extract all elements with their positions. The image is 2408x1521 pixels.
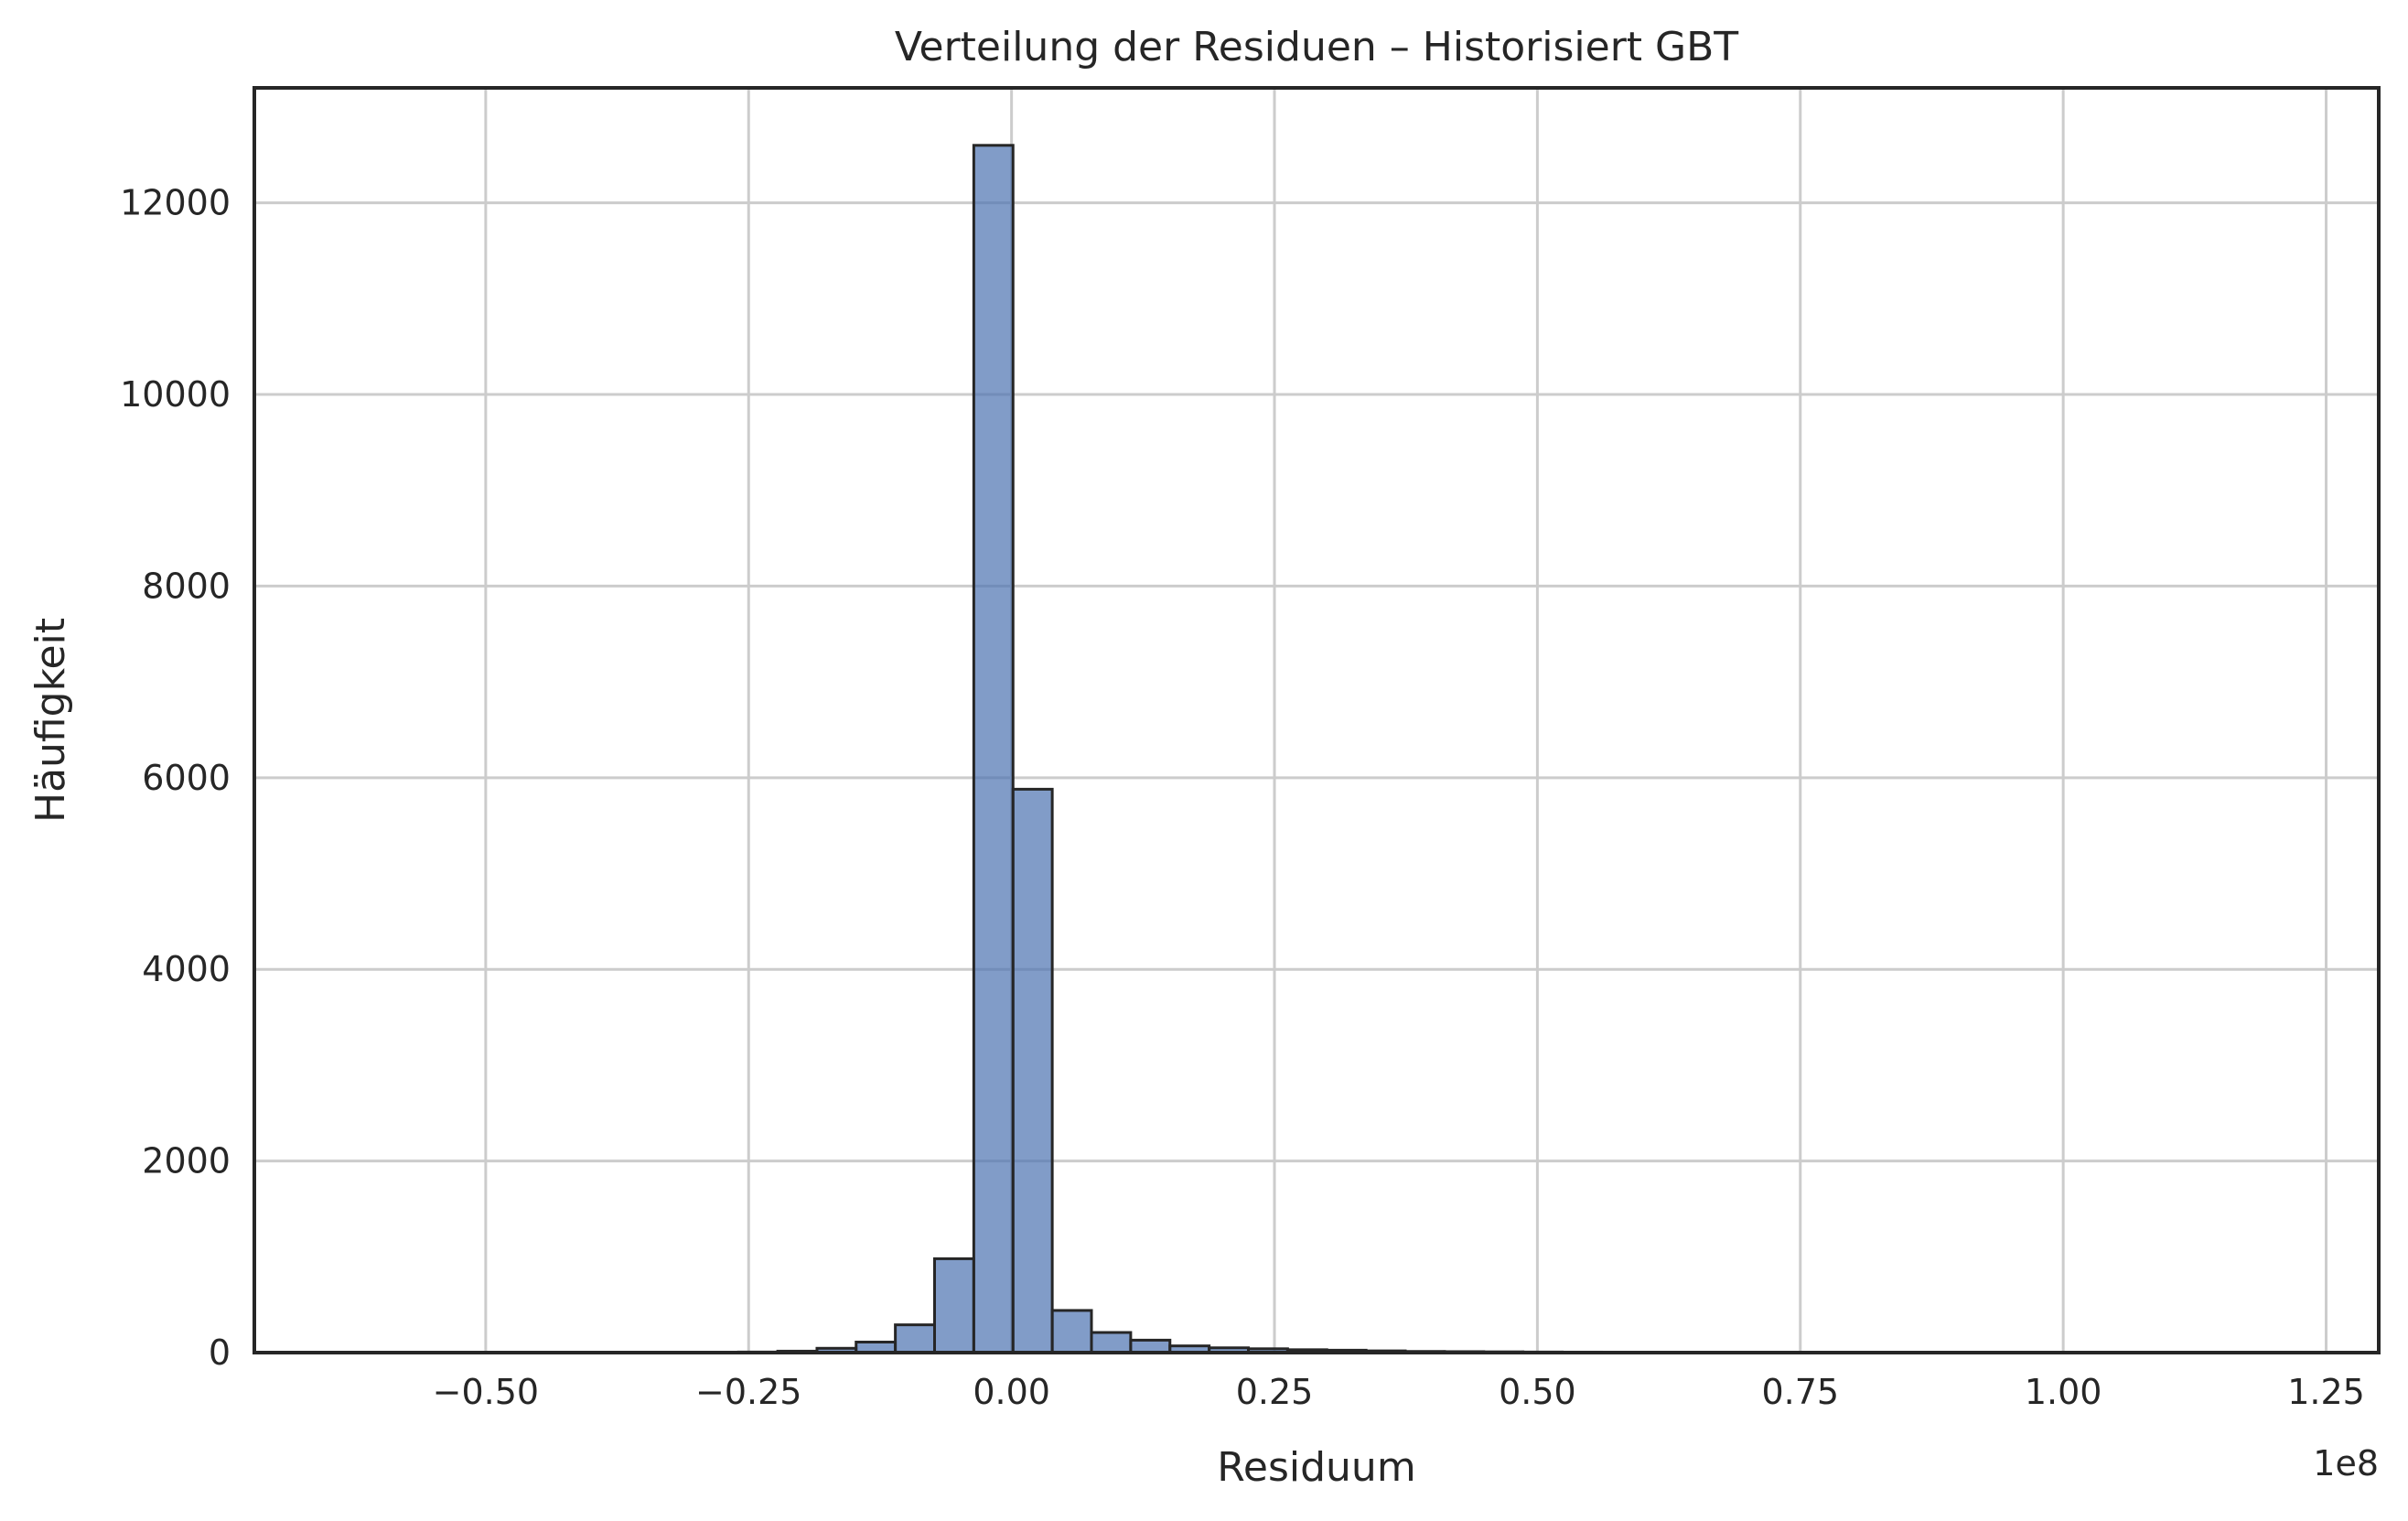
y-tick-label: 6000 [142,758,231,798]
x-tick-label: −0.25 [695,1372,801,1412]
y-tick-label: 0 [209,1332,231,1373]
histogram-bar [1011,787,1054,1354]
x-tick-label: 1.00 [2025,1372,2102,1412]
chart-title: Verteilung der Residuen – Historisiert G… [895,24,1738,70]
x-tick-label: 0.50 [1499,1372,1576,1412]
x-axis-offset-label: 1e8 [2313,1443,2379,1483]
x-tick-label: 0.00 [973,1372,1050,1412]
x-tick-label: 0.25 [1236,1372,1314,1412]
y-tick-label: 12000 [120,183,231,223]
histogram-bar [1129,1338,1172,1354]
histogram-bar [972,144,1015,1354]
histogram-bar [894,1323,936,1354]
histogram-bar [1090,1331,1133,1354]
y-tick-label: 10000 [120,374,231,415]
y-tick-label: 8000 [142,566,231,606]
x-tick-label: 0.75 [1761,1372,1839,1412]
x-axis-ticks: −0.50 −0.25 0.00 0.25 0.50 0.75 1.00 1.25 [433,1372,2365,1412]
y-tick-label: 2000 [142,1141,231,1181]
plot-frame [253,86,2381,1354]
histogram-bar [932,1257,975,1354]
grid-lines [254,88,2379,1354]
histogram-bar [1050,1309,1093,1354]
x-tick-label: 1.25 [2287,1372,2365,1412]
y-tick-label: 4000 [142,949,231,989]
y-axis-label: Häufigkeit [27,618,74,823]
x-axis-label: Residuum [1217,1444,1415,1491]
y-axis-ticks: 0 2000 4000 6000 8000 10000 12000 [120,183,231,1373]
x-tick-label: −0.50 [433,1372,539,1412]
